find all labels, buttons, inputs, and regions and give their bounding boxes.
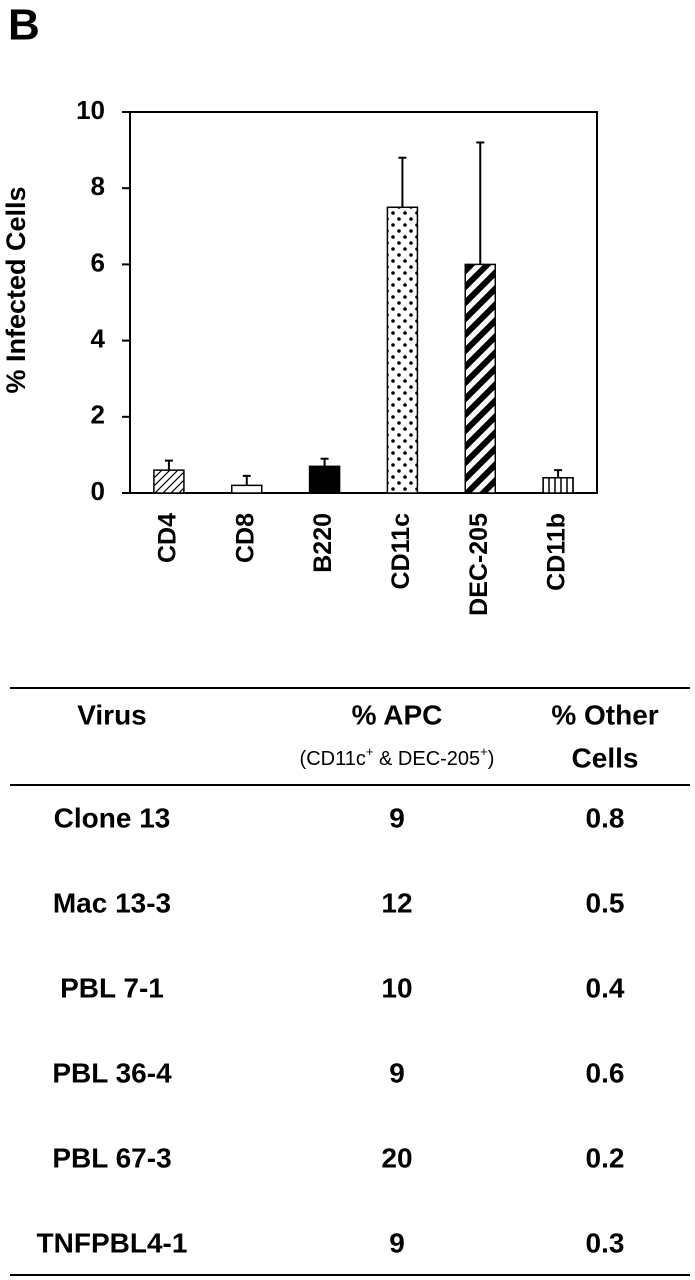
table-cell: Clone 13 (54, 802, 171, 833)
table-cell: 9 (389, 1227, 405, 1258)
bar (308, 465, 341, 494)
table-cell: 0.6 (586, 1057, 625, 1088)
plot-frame (129, 111, 598, 494)
bar (153, 469, 185, 494)
table-cell: PBL 36-4 (52, 1057, 172, 1088)
table-cell: 10 (381, 972, 412, 1003)
y-tick-label: 8 (91, 171, 105, 201)
table-header: Cells (572, 742, 639, 773)
subheader-part: + (480, 744, 488, 759)
y-tick-label: 6 (91, 247, 105, 277)
table-header: Virus (77, 699, 147, 730)
subheader-part: + (366, 744, 374, 759)
table-cell: 20 (381, 1142, 412, 1173)
subheader-part: (CD11c (300, 748, 366, 770)
table-header: % APC (352, 699, 443, 730)
x-tick-label: DEC-205 (465, 513, 493, 616)
bar (464, 263, 496, 494)
x-tick-label: B220 (309, 513, 337, 573)
table-cell: 0.5 (586, 887, 625, 918)
bar (386, 206, 419, 494)
y-axis-label: % Infected Cells (1, 186, 31, 393)
subheader-part: & DEC-205 (373, 748, 480, 770)
table-cell: 0.4 (586, 972, 625, 1003)
bar (231, 484, 263, 494)
x-tick-label: CD11b (543, 513, 571, 591)
table-cell: 0.8 (586, 802, 625, 833)
x-tick-label: CD8 (231, 513, 259, 563)
bar (542, 477, 574, 494)
table-cell: PBL 67-3 (52, 1142, 171, 1173)
y-tick-label: 2 (91, 400, 105, 430)
y-tick-label: 0 (91, 476, 105, 506)
x-tick-label: CD11c (387, 513, 415, 590)
subheader-part: ) (488, 748, 495, 770)
panel-label: B (8, 1, 40, 50)
table-cell: 0.2 (586, 1142, 625, 1173)
y-tick-label: 10 (76, 95, 105, 125)
table-cell: 0.3 (586, 1227, 625, 1258)
y-tick-label: 4 (91, 323, 106, 353)
table-cell: 9 (389, 802, 405, 833)
table-subheader: (CD11c+ & DEC-205+) (300, 744, 495, 770)
table-cell: PBL 7-1 (60, 972, 164, 1003)
x-tick-label: CD4 (154, 513, 182, 563)
table-cell: Mac 13-3 (53, 887, 171, 918)
table-header: % Other (551, 699, 658, 730)
table-cell: 9 (389, 1057, 405, 1088)
table-cell: 12 (381, 887, 412, 918)
table-cell: TNFPBL4-1 (37, 1227, 188, 1258)
